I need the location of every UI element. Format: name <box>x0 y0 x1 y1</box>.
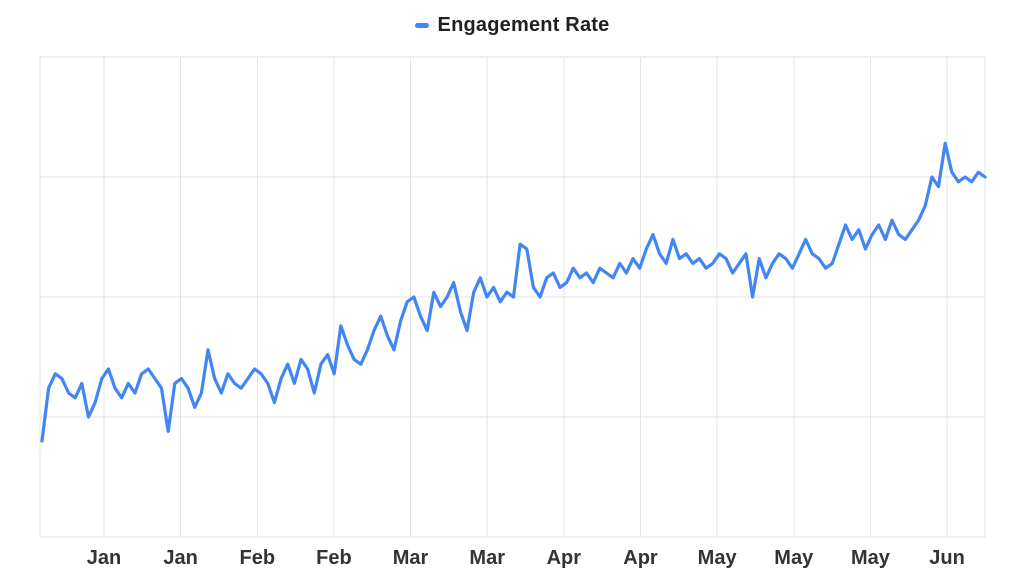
x-axis-label: Jan <box>163 547 197 569</box>
legend-line-marker-icon <box>414 23 429 28</box>
x-axis-label: Jan <box>87 547 121 569</box>
x-axis-label: May <box>774 547 814 569</box>
x-axis-label: Apr <box>623 547 658 569</box>
x-axis-label: Apr <box>547 547 582 569</box>
x-axis-label: Mar <box>469 547 505 569</box>
x-axis-label: May <box>851 547 891 569</box>
x-axis-label: Mar <box>393 547 429 569</box>
x-axis-label: May <box>698 547 738 569</box>
engagement-rate-series-line <box>40 141 987 443</box>
x-axis-label: Feb <box>316 547 352 569</box>
chart-legend: Engagement Rate <box>0 14 1024 37</box>
x-axis-label: Feb <box>239 547 275 569</box>
x-axis-label: Jun <box>929 547 965 569</box>
legend-label: Engagement Rate <box>437 14 610 36</box>
